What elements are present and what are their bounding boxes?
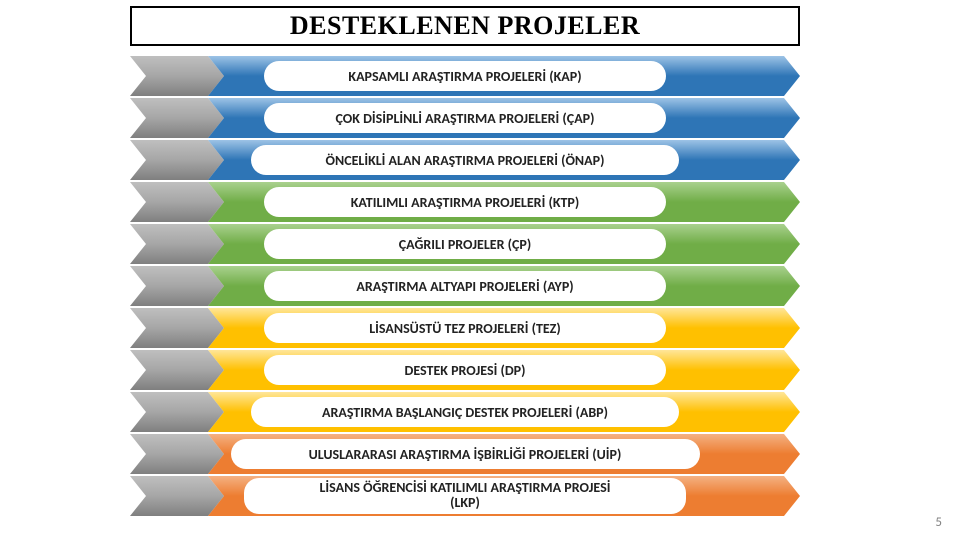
project-label: DESTEK PROJESİ (DP) — [405, 362, 526, 379]
project-label: KAPSAMLI ARAŞTIRMA PROJELERİ (KAP) — [348, 68, 581, 85]
project-pill: ARAŞTIRMA BAŞLANGIÇ DESTEK PROJELERİ (AB… — [251, 397, 680, 427]
project-item: ÖNCELİKLİ ALAN ARAŞTIRMA PROJELERİ (ÖNAP… — [130, 140, 800, 180]
project-item: LİSANSÜSTÜ TEZ PROJELERİ (TEZ) — [130, 308, 800, 348]
project-item: ARAŞTIRMA ALTYAPI PROJELERİ (AYP) — [130, 266, 800, 306]
project-label: ARAŞTIRMA ALTYAPI PROJELERİ (AYP) — [356, 278, 573, 295]
project-pill: ÖNCELİKLİ ALAN ARAŞTIRMA PROJELERİ (ÖNAP… — [251, 145, 680, 175]
project-pill: KAPSAMLI ARAŞTIRMA PROJELERİ (KAP) — [264, 61, 666, 91]
project-label: ULUSLARARASI ARAŞTIRMA İŞBİRLİĞİ PROJELE… — [309, 446, 622, 463]
project-item: LİSANS ÖĞRENCİSİ KATILIMLI ARAŞTIRMA PRO… — [130, 476, 800, 516]
page-number: 5 — [935, 515, 942, 530]
project-pill: LİSANSÜSTÜ TEZ PROJELERİ (TEZ) — [264, 313, 666, 343]
project-item: DESTEK PROJESİ (DP) — [130, 350, 800, 390]
project-label: ÖNCELİKLİ ALAN ARAŞTIRMA PROJELERİ (ÖNAP… — [326, 152, 605, 169]
project-item: ULUSLARARASI ARAŞTIRMA İŞBİRLİĞİ PROJELE… — [130, 434, 800, 474]
project-label: LİSANSÜSTÜ TEZ PROJELERİ (TEZ) — [369, 320, 560, 337]
project-pill: DESTEK PROJESİ (DP) — [264, 355, 666, 385]
project-pill: ÇAĞRILI PROJELER (ÇP) — [264, 229, 666, 259]
project-item: ÇAĞRILI PROJELER (ÇP) — [130, 224, 800, 264]
page-title: DESTEKLENEN PROJELER — [290, 11, 640, 41]
project-pill: ULUSLARARASI ARAŞTIRMA İŞBİRLİĞİ PROJELE… — [231, 439, 700, 469]
project-label: LİSANS ÖĞRENCİSİ KATILIMLI ARAŞTIRMA PRO… — [320, 481, 611, 510]
project-pill: LİSANS ÖĞRENCİSİ KATILIMLI ARAŞTIRMA PRO… — [244, 478, 686, 514]
project-label: ÇAĞRILI PROJELER (ÇP) — [399, 236, 531, 253]
project-item: ÇOK DİSİPLİNLİ ARAŞTIRMA PROJELERİ (ÇAP) — [130, 98, 800, 138]
project-pill: KATILIMLI ARAŞTIRMA PROJELERİ (KTP) — [264, 187, 666, 217]
project-list: KAPSAMLI ARAŞTIRMA PROJELERİ (KAP) ÇOK D… — [130, 56, 800, 516]
project-item: KATILIMLI ARAŞTIRMA PROJELERİ (KTP) — [130, 182, 800, 222]
project-label: ÇOK DİSİPLİNLİ ARAŞTIRMA PROJELERİ (ÇAP) — [336, 110, 595, 127]
project-label: KATILIMLI ARAŞTIRMA PROJELERİ (KTP) — [351, 194, 579, 211]
project-pill: ÇOK DİSİPLİNLİ ARAŞTIRMA PROJELERİ (ÇAP) — [264, 103, 666, 133]
project-label: ARAŞTIRMA BAŞLANGIÇ DESTEK PROJELERİ (AB… — [322, 404, 608, 421]
title-box: DESTEKLENEN PROJELER — [130, 6, 800, 46]
project-item: KAPSAMLI ARAŞTIRMA PROJELERİ (KAP) — [130, 56, 800, 96]
project-pill: ARAŞTIRMA ALTYAPI PROJELERİ (AYP) — [264, 271, 666, 301]
project-item: ARAŞTIRMA BAŞLANGIÇ DESTEK PROJELERİ (AB… — [130, 392, 800, 432]
